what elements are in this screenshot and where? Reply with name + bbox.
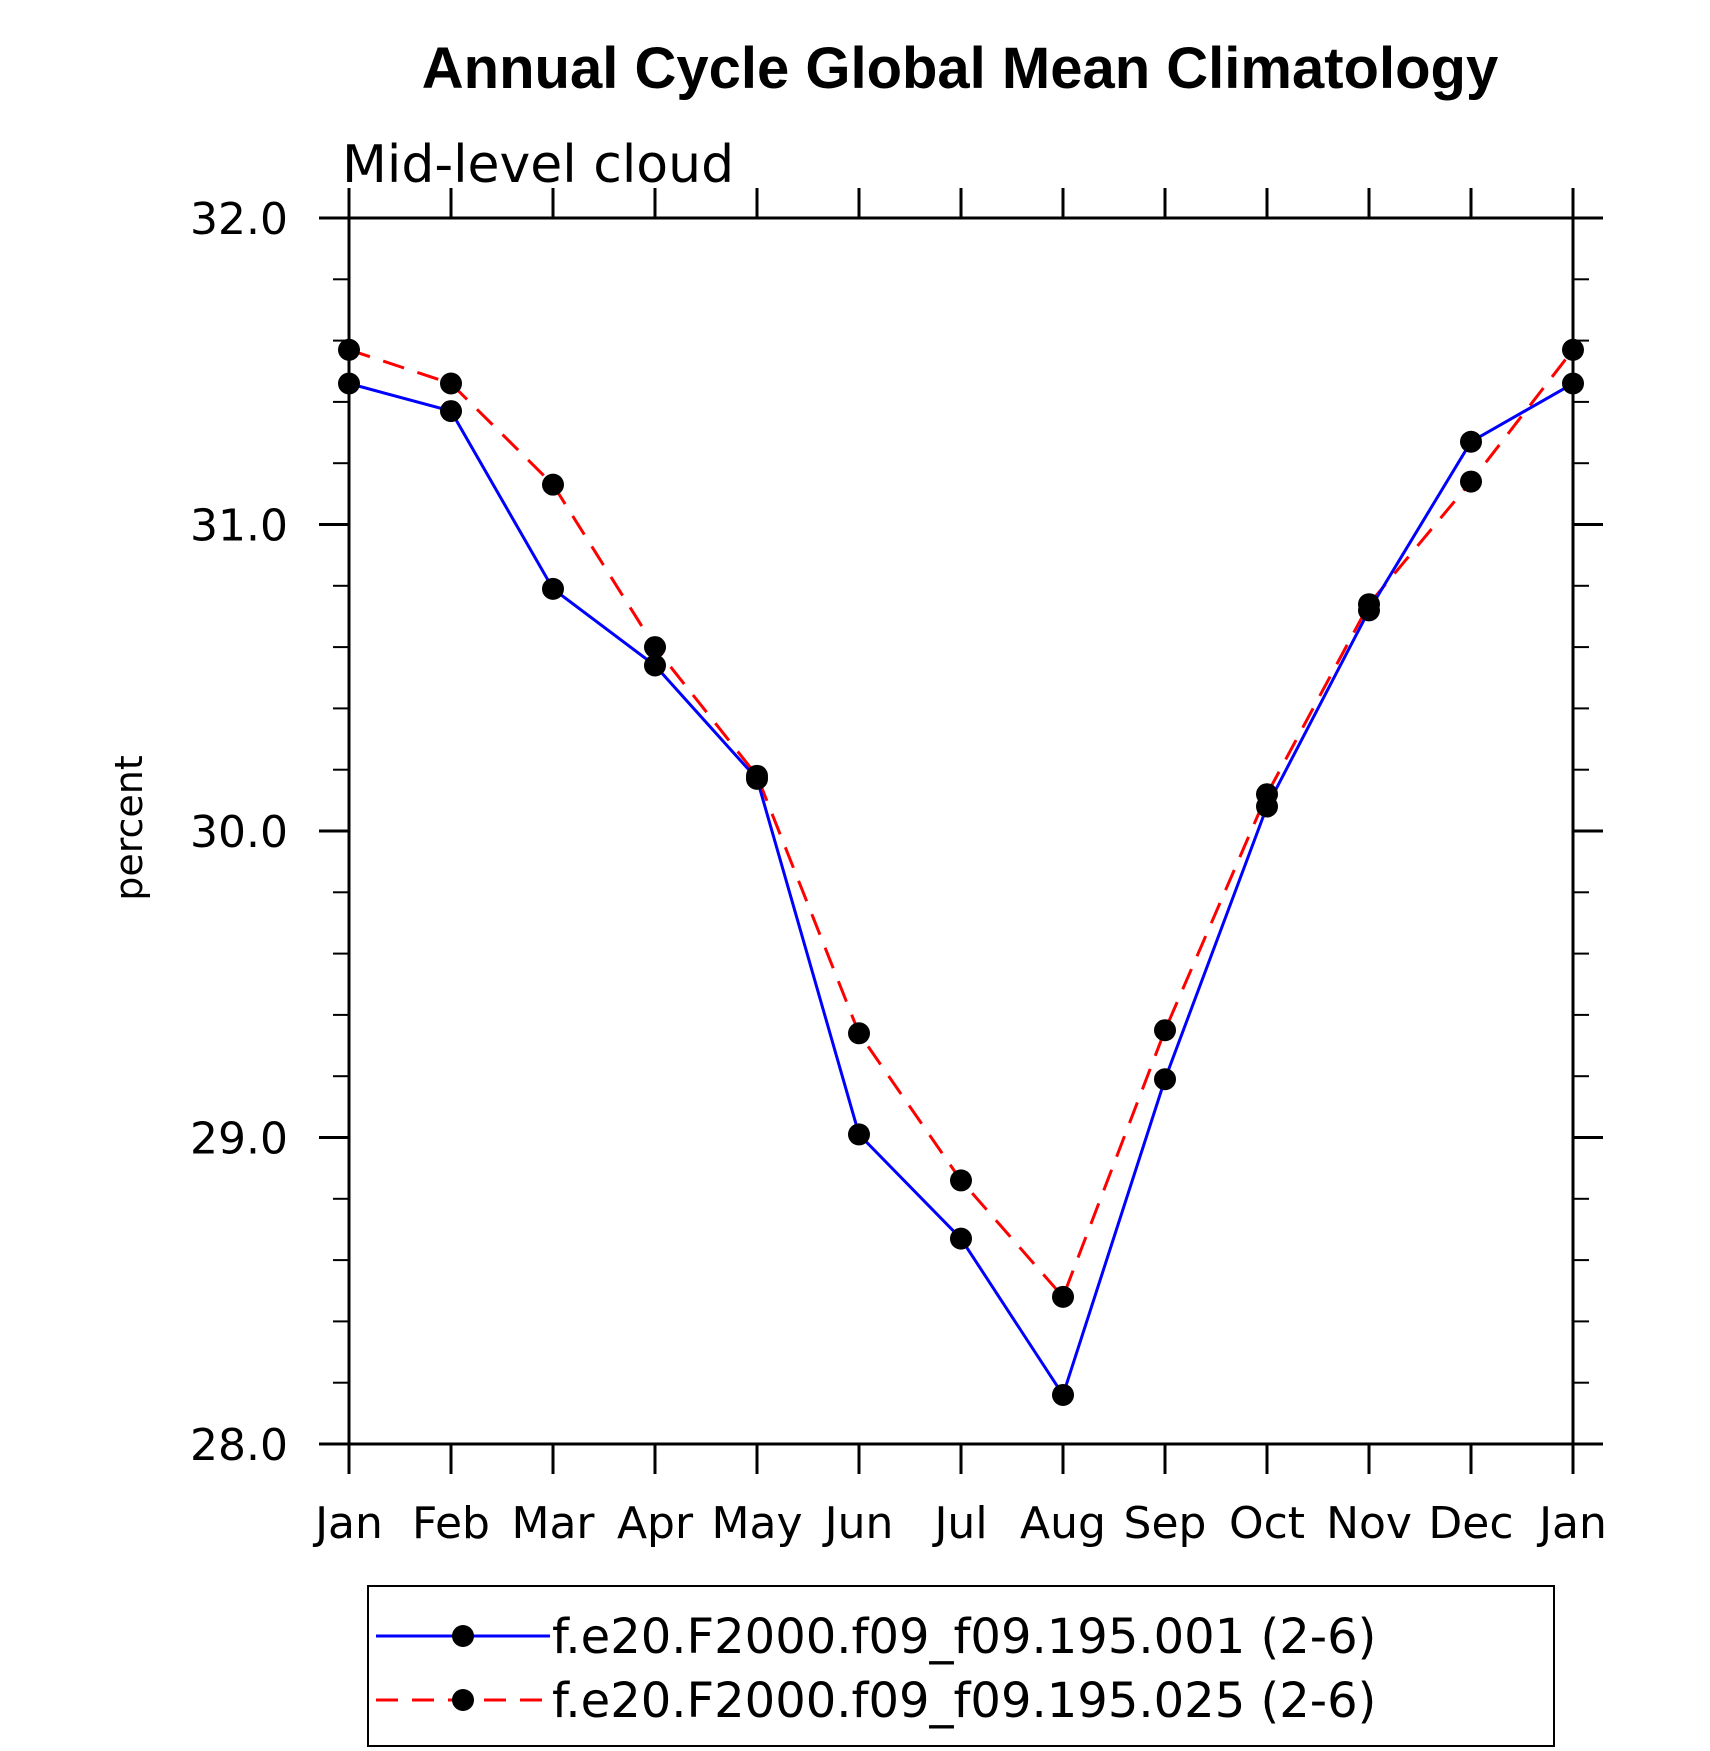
data-point (440, 372, 462, 395)
chart-title: Annual Cycle Global Mean Climatology (422, 36, 1498, 101)
legend-box (367, 1585, 1555, 1747)
legend: f.e20.F2000.f09_f09.195.001 (2-6) f.e20.F… (367, 1585, 1555, 1747)
data-point (1256, 783, 1278, 806)
data-point (1154, 1068, 1176, 1091)
data-point (1460, 430, 1482, 453)
y-axis-label: percent (107, 755, 151, 901)
data-point (440, 400, 462, 423)
data-point (746, 764, 768, 787)
x-tick-label: Sep (1124, 1498, 1207, 1549)
y-tick-label: 28.0 (190, 1420, 288, 1471)
data-point (950, 1169, 972, 1192)
x-tick-label: Aug (1020, 1498, 1106, 1549)
x-tick-label: Jan (1536, 1498, 1607, 1549)
legend-marker (452, 1625, 474, 1647)
data-point (1358, 593, 1380, 616)
x-tick-label: Oct (1229, 1498, 1305, 1549)
x-tick-label: Feb (412, 1498, 490, 1549)
legend-label: f.e20.F2000.f09_f09.195.001 (2-6) (552, 1609, 1376, 1665)
legend-label: f.e20.F2000.f09_f09.195.025 (2-6) (552, 1673, 1376, 1729)
plot-frame (347, 216, 1575, 1446)
series-layer (338, 338, 1584, 1406)
y-tick-label: 30.0 (190, 807, 288, 858)
x-tick-label: Jun (822, 1498, 894, 1549)
data-point (848, 1022, 870, 1045)
x-tick-label: May (712, 1498, 803, 1549)
x-tick-label: Jul (931, 1498, 987, 1549)
x-tick-label: Nov (1326, 1498, 1412, 1549)
data-point (1562, 338, 1584, 361)
data-point (950, 1227, 972, 1250)
chart-subtitle: Mid-level cloud (342, 135, 734, 195)
data-point (1052, 1285, 1074, 1308)
data-point (1562, 372, 1584, 395)
data-point (644, 636, 666, 659)
legend-marker (452, 1689, 474, 1711)
data-point (1460, 470, 1482, 493)
data-point (848, 1123, 870, 1146)
x-tick-label: Mar (511, 1498, 595, 1549)
y-tick-labels: 28.0 29.0 30.0 31.0 32.0 (190, 194, 288, 1471)
y-tick-label: 31.0 (190, 501, 288, 552)
axis-ticks (319, 188, 1603, 1474)
data-point (542, 577, 564, 600)
data-point (542, 473, 564, 496)
data-point (1154, 1019, 1176, 1042)
data-point (1052, 1383, 1074, 1406)
x-tick-label: Jan (312, 1498, 383, 1549)
data-point (338, 338, 360, 361)
y-tick-label: 32.0 (190, 194, 288, 245)
data-point (338, 372, 360, 395)
data-point (644, 654, 666, 677)
x-tick-labels: Jan Feb Mar Apr May Jun Jul Aug Sep Oct Nov Dec Jan (312, 1498, 1607, 1549)
series-line (348, 348, 1575, 1300)
x-tick-label: Dec (1428, 1498, 1513, 1549)
x-tick-label: Apr (617, 1498, 694, 1549)
y-tick-label: 29.0 (190, 1114, 288, 1165)
